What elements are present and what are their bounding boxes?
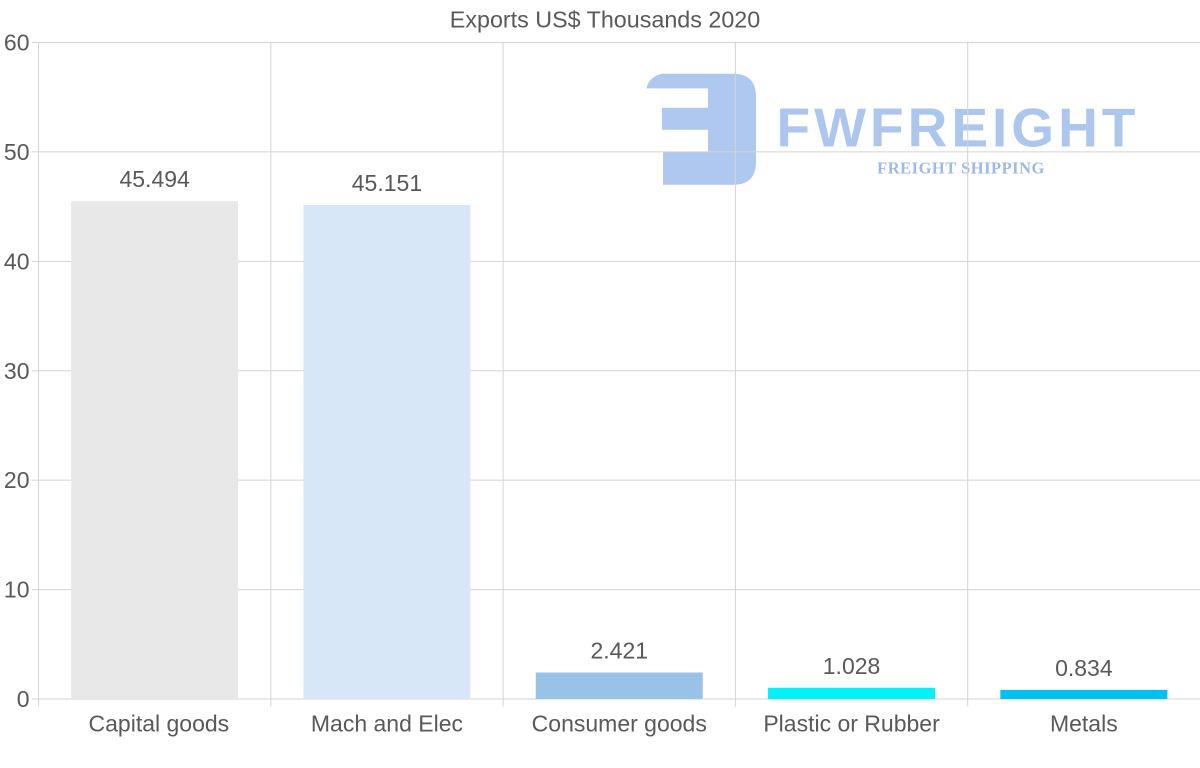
svg-text:10: 10 <box>4 577 30 603</box>
svg-text:Mach and Elec: Mach and Elec <box>311 711 463 737</box>
svg-text:0: 0 <box>17 686 30 712</box>
svg-text:40: 40 <box>4 248 30 274</box>
svg-text:FWFREIGHT: FWFREIGHT <box>777 97 1140 159</box>
svg-text:Metals: Metals <box>1050 711 1118 737</box>
svg-text:FREIGHT SHIPPING: FREIGHT SHIPPING <box>877 159 1045 178</box>
svg-text:1.028: 1.028 <box>823 653 881 679</box>
svg-text:2.421: 2.421 <box>590 638 648 664</box>
svg-text:0.834: 0.834 <box>1055 655 1113 681</box>
svg-text:50: 50 <box>4 139 30 165</box>
svg-text:Consumer goods: Consumer goods <box>532 711 707 737</box>
svg-text:Capital goods: Capital goods <box>89 711 230 737</box>
svg-text:Plastic or Rubber: Plastic or Rubber <box>763 711 940 737</box>
svg-text:Exports US$ Thousands 2020: Exports US$ Thousands 2020 <box>450 7 760 33</box>
svg-text:45.151: 45.151 <box>352 170 422 196</box>
svg-text:60: 60 <box>4 30 30 56</box>
svg-text:45.494: 45.494 <box>119 166 190 192</box>
svg-text:20: 20 <box>4 467 30 493</box>
svg-text:30: 30 <box>4 358 30 384</box>
